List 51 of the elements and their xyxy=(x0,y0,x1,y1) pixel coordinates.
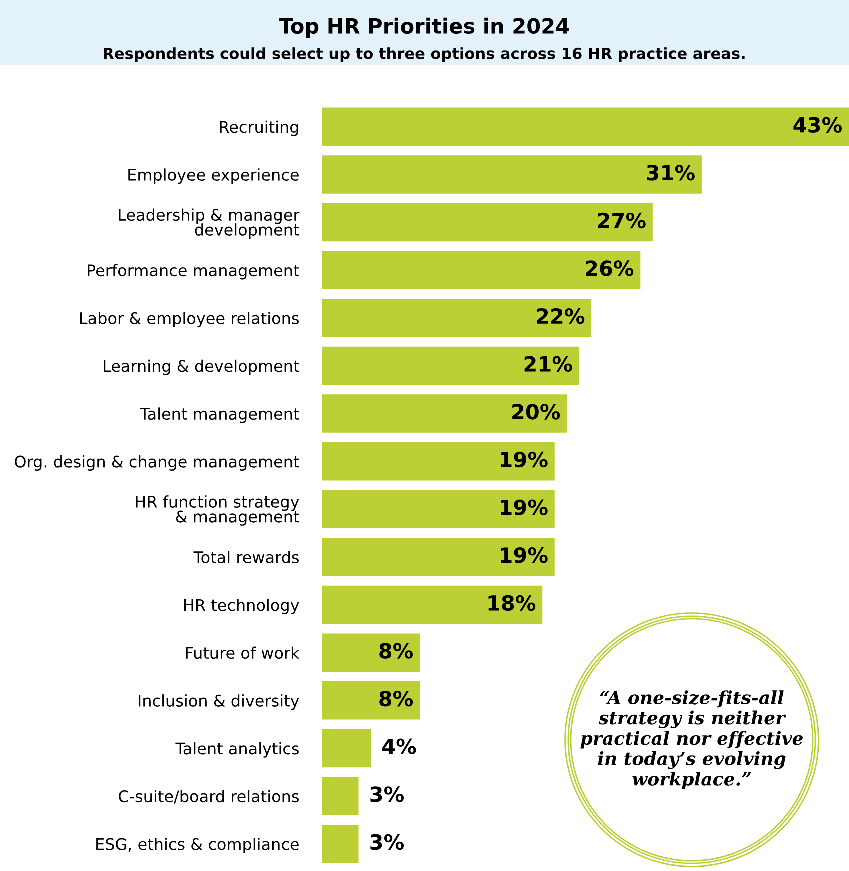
bar xyxy=(322,634,420,672)
y-tick-label: C-suite/board relations xyxy=(119,790,299,804)
data-label: 20% xyxy=(512,404,560,420)
data-label: 3% xyxy=(370,786,404,802)
data-label: 21% xyxy=(524,356,572,372)
data-label: 43% xyxy=(794,117,842,133)
y-tick-label: Performance management xyxy=(88,264,300,280)
bar xyxy=(322,824,359,864)
y-tick-label: Talent analytics xyxy=(176,742,299,758)
data-label: 8% xyxy=(380,643,414,659)
bar xyxy=(322,729,372,768)
bar xyxy=(322,203,653,242)
bar xyxy=(322,394,568,433)
y-tick-label: Talent management xyxy=(140,408,300,424)
data-label: 27% xyxy=(598,212,646,229)
chart-title: Top HR Priorities in 2024 xyxy=(279,18,570,38)
chart-subtitle: Respondents could select up to three options across 16 HR practice areas. xyxy=(104,48,745,62)
bar xyxy=(322,442,555,481)
bar xyxy=(322,346,580,386)
data-label: 19% xyxy=(501,452,548,468)
y-tick-label: Labor & employee relations xyxy=(80,312,299,328)
y-tick-label: HR function strategy & management xyxy=(136,496,300,526)
data-label: 4% xyxy=(382,738,416,755)
bar xyxy=(322,490,555,529)
annotation: “A one-size-fits-all strategy is neither practical nor effective in today’s evolving workplace.” xyxy=(580,690,803,790)
data-label: 3% xyxy=(370,834,404,850)
bar xyxy=(322,777,359,816)
y-tick-label: Leadership & manager development xyxy=(119,208,300,240)
y-tick-label: Total rewards xyxy=(194,551,299,564)
bar xyxy=(322,108,849,146)
bar xyxy=(322,682,420,720)
y-tick-label: Learning & development xyxy=(104,360,300,376)
data-label: 19% xyxy=(501,548,548,564)
data-label: 18% xyxy=(488,595,536,612)
y-tick-label: Org. design & change management xyxy=(15,456,300,471)
y-tick-label: HR technology xyxy=(184,598,300,614)
data-label: 31% xyxy=(647,165,695,181)
data-label: 26% xyxy=(586,260,634,276)
y-tick-label: Future of work xyxy=(186,646,300,660)
bar xyxy=(322,251,641,290)
data-label: 8% xyxy=(380,690,414,707)
bar xyxy=(322,299,592,338)
bar xyxy=(322,586,543,624)
y-tick-label: Employee experience xyxy=(128,168,299,184)
data-label: 19% xyxy=(501,500,548,516)
y-tick-label: Recruiting xyxy=(220,120,298,136)
data-label: 22% xyxy=(537,308,585,324)
y-tick-label: Inclusion & diversity xyxy=(139,694,300,710)
bar xyxy=(322,538,555,576)
y-tick-label: ESG, ethics & compliance xyxy=(96,838,299,854)
bar xyxy=(322,156,702,194)
